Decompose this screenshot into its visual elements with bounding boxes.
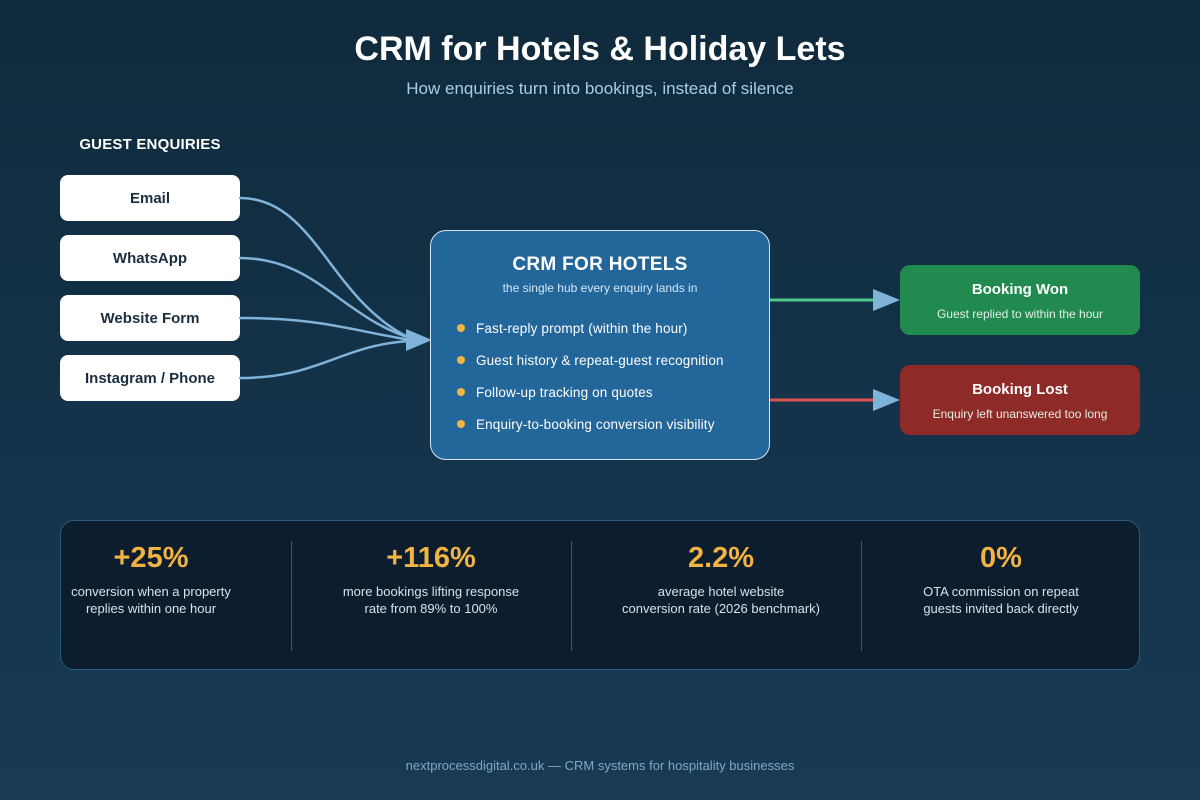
- connector-website-form: [238, 316, 412, 342]
- lost-arrowhead: [873, 389, 900, 411]
- stat-item: 0% OTA commission on repeat guests invit…: [891, 521, 1111, 671]
- bullet-dot-icon: [457, 420, 465, 428]
- stat-value: 0%: [980, 542, 1022, 574]
- booking-won-title: Booking Won: [971, 281, 1069, 298]
- hub-feature-conversion: Enquiry-to-booking conversion visibility: [457, 408, 757, 440]
- outcome-booking-won: Booking Won Guest replied to within the …: [900, 265, 1140, 335]
- stat-item: 2.2% average hotel website conversion ra…: [591, 521, 851, 671]
- connector-whatsapp: [238, 256, 412, 340]
- hub-feature-fast-reply: Fast-reply prompt (within the hour): [457, 312, 757, 344]
- bullet-dot-icon: [457, 324, 465, 332]
- stat-description: average hotel website conversion rate (2…: [622, 584, 820, 616]
- source-email: Email: [60, 175, 240, 221]
- source-instagram-phone: Instagram / Phone: [60, 355, 240, 401]
- stat-description: conversion when a property replies withi…: [71, 584, 231, 616]
- hub-title: CRM FOR HOTELS: [512, 254, 688, 275]
- stat-value: +116%: [386, 542, 476, 574]
- stat-value: +25%: [113, 542, 189, 574]
- hub-input-arrowhead: [406, 329, 432, 351]
- page-subtitle: How enquiries turn into bookings, instea…: [406, 79, 794, 98]
- bullet-dot-icon: [457, 356, 465, 364]
- stat-divider: [291, 541, 292, 651]
- won-arrowhead: [873, 289, 900, 311]
- connector-email: [238, 196, 412, 340]
- outcome-booking-lost: Booking Lost Enquiry left unanswered too…: [900, 365, 1140, 435]
- bullet-dot-icon: [457, 388, 465, 396]
- stat-value: 2.2%: [687, 542, 755, 574]
- guest-enquiries-label: GUEST ENQUIRIES: [79, 136, 221, 153]
- stat-description: OTA commission on repeat guests invited …: [923, 584, 1079, 616]
- booking-won-subtitle: Guest replied to within the hour: [936, 307, 1104, 321]
- hub-feature-list: Fast-reply prompt (within the hour) Gues…: [457, 312, 757, 440]
- footer-credit: nextprocessdigital.co.uk — CRM systems f…: [405, 758, 795, 773]
- stat-divider: [861, 541, 862, 651]
- hub-feature-guest-history: Guest history & repeat-guest recognition: [457, 344, 757, 376]
- stats-panel: +25% conversion when a property replies …: [60, 520, 1140, 670]
- source-whatsapp: WhatsApp: [60, 235, 240, 281]
- stat-divider: [571, 541, 572, 651]
- stat-item: +116% more bookings lifting response rat…: [321, 521, 541, 671]
- crm-hub: CRM FOR HOTELS the single hub every enqu…: [430, 230, 770, 460]
- stat-description: more bookings lifting response rate from…: [342, 584, 520, 616]
- source-website-form: Website Form: [60, 295, 240, 341]
- page-title: CRM for Hotels & Holiday Lets: [354, 30, 846, 68]
- connector-instagram-phone: [238, 339, 412, 380]
- booking-lost-subtitle: Enquiry left unanswered too long: [932, 407, 1108, 421]
- booking-lost-title: Booking Lost: [972, 381, 1068, 398]
- stat-item: +25% conversion when a property replies …: [61, 521, 241, 671]
- hub-subtitle: the single hub every enquiry lands in: [502, 281, 698, 295]
- hub-feature-follow-up: Follow-up tracking on quotes: [457, 376, 757, 408]
